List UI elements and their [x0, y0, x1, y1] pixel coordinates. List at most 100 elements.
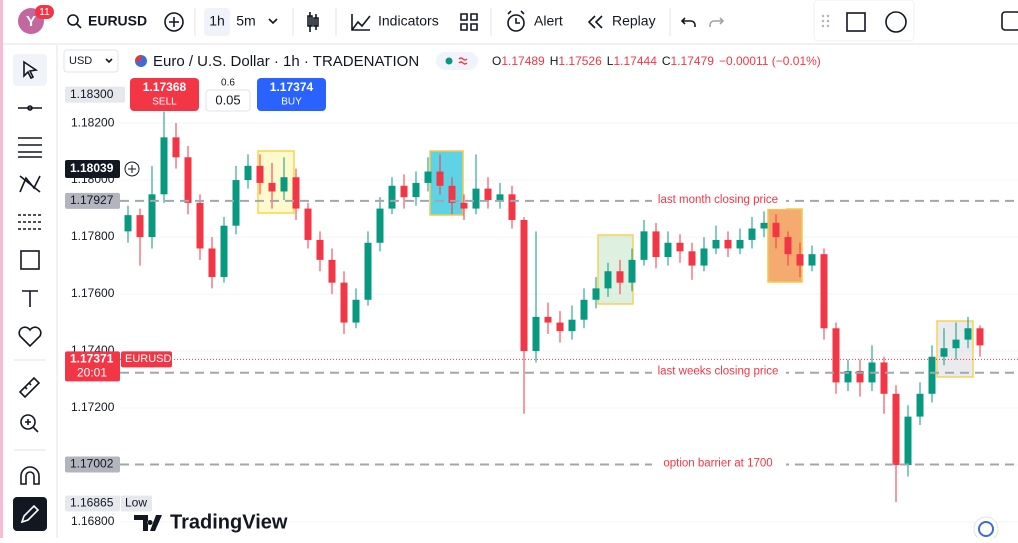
candle-body: [760, 222, 768, 229]
sell-button[interactable]: [130, 78, 199, 111]
logo-mark: [134, 515, 162, 531]
tool-active[interactable]: [13, 497, 47, 531]
add-symbol: [169, 17, 179, 27]
replay-icon[interactable]: [587, 15, 603, 29]
candle-body: [316, 239, 324, 260]
currency[interactable]: USD: [69, 55, 92, 67]
crosshair-badge: [65, 159, 120, 178]
candle-body: [364, 242, 372, 300]
interval-active[interactable]: [204, 8, 230, 36]
market-status[interactable]: [436, 52, 478, 70]
candle-body: [532, 316, 540, 352]
add-symbol[interactable]: [164, 12, 184, 32]
layouts[interactable]: [460, 13, 478, 31]
alert[interactable]: Alert: [534, 13, 563, 29]
candle-body: [124, 215, 132, 232]
buy-price: 1.17374: [270, 80, 314, 94]
candle-body: [496, 194, 504, 201]
line-tool[interactable]: [18, 105, 42, 111]
undo[interactable]: [680, 17, 696, 27]
chart-type[interactable]: [307, 12, 319, 32]
symbol-label: EURUSD: [125, 353, 172, 365]
search-icon[interactable]: [67, 14, 79, 26]
magnet-tool[interactable]: [20, 466, 40, 485]
zoom-tool: [25, 419, 39, 433]
logo-text: TradingView: [170, 511, 288, 533]
candle-body: [688, 251, 696, 266]
candle-body: [580, 299, 588, 320]
pattern-tool[interactable]: [19, 175, 41, 193]
last-price-badge: [65, 351, 120, 382]
indicators[interactable]: Indicators: [378, 13, 439, 29]
status-dot: [445, 57, 453, 65]
candle-body: [916, 393, 924, 417]
ad-icon[interactable]: [973, 516, 999, 542]
y-tick-label: 1.16800: [71, 514, 115, 528]
box-drawing[interactable]: [429, 150, 464, 216]
y-tick-label: 1.18200: [71, 115, 115, 129]
candle-body: [976, 328, 984, 346]
legend: USD Euro / U.S. Dollar · 1h · TRADENATIO…: [63, 49, 821, 73]
candle-body: [508, 194, 516, 220]
badge: [35, 5, 54, 19]
indicators-icon[interactable]: [351, 14, 371, 31]
candle-body: [628, 259, 636, 283]
measure-tool[interactable]: [18, 376, 41, 399]
status-icon: [458, 57, 468, 65]
top-toolbar: Y 11 EURUSD 1h 5m Indicators Alert Repla…: [0, 0, 1018, 45]
symbol[interactable]: EURUSD: [88, 13, 147, 29]
candle-body: [712, 239, 720, 249]
high-badge: [65, 86, 125, 103]
candle-body: [772, 222, 780, 238]
buy-button[interactable]: [257, 78, 326, 111]
candle-body: [676, 242, 684, 252]
candle-body: [196, 202, 204, 249]
quantity: 0.05: [215, 92, 240, 107]
box-drawing[interactable]: [597, 234, 634, 305]
tool-active[interactable]: [13, 54, 47, 86]
candle-body: [604, 271, 612, 289]
candle-body: [172, 137, 180, 158]
y-tick-label: 1.17600: [71, 286, 115, 300]
zoom-tool[interactable]: [20, 414, 36, 430]
quantity-input[interactable]: [205, 89, 251, 112]
levels: last month closing price last weeks closi…: [120, 192, 1018, 473]
box-drawing[interactable]: [257, 150, 295, 214]
candle-body: [808, 254, 816, 266]
candle-body: [964, 328, 972, 340]
icon-tool[interactable]: [18, 326, 42, 348]
candle-body: [940, 348, 948, 357]
candle-body: [136, 215, 144, 238]
frame: [0, 0, 3, 538]
panel-toggle[interactable]: [1001, 11, 1018, 31]
ohlc-part: 1.17489: [501, 54, 545, 68]
text-tool[interactable]: [22, 290, 38, 307]
alert-icon: [507, 10, 525, 24]
spread: 0.6: [221, 78, 235, 89]
redo[interactable]: [709, 17, 725, 27]
shape-tool[interactable]: [20, 250, 40, 270]
candle-body: [208, 248, 216, 277]
currency-select[interactable]: [63, 49, 119, 73]
drag-handle[interactable]: [821, 14, 830, 28]
rectangle-tool[interactable]: [846, 12, 866, 32]
interval[interactable]: 1h: [209, 13, 225, 29]
left-toolbar: [13, 45, 58, 538]
low-name: Low: [125, 496, 147, 510]
cursor-tool[interactable]: [23, 60, 39, 80]
circle-tool[interactable]: [885, 11, 907, 33]
replay[interactable]: Replay: [612, 13, 656, 29]
candle-body: [304, 208, 312, 240]
candle-body: [328, 259, 336, 283]
candle-body: [616, 271, 624, 283]
note-bg: [652, 364, 786, 381]
level-price: 1.17927: [70, 193, 114, 207]
ad-icon: [978, 521, 994, 537]
alert-icon[interactable]: [507, 14, 525, 32]
interval[interactable]: 5m: [236, 13, 255, 29]
interval-menu[interactable]: [268, 18, 278, 25]
draw-mode: [20, 504, 40, 524]
fib-tool[interactable]: [18, 137, 42, 158]
prediction-tool[interactable]: [18, 214, 42, 230]
